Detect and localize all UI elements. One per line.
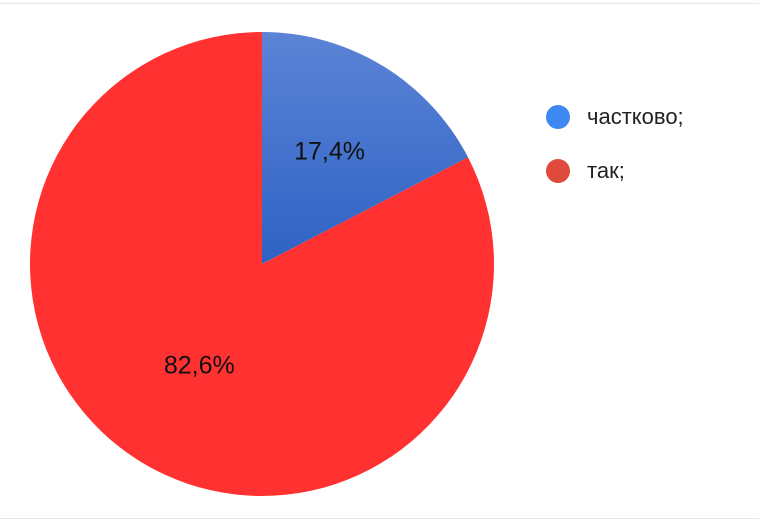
legend-marker-yes (546, 159, 570, 183)
slice-label-yes: 82,6% (164, 352, 235, 380)
pie-slice-partially[interactable] (262, 32, 469, 264)
legend-label-partially: частково; (587, 104, 684, 129)
slice-label-partially: 17,4% (294, 138, 365, 166)
legend-item-partially[interactable]: частково; (546, 102, 684, 132)
legend-marker-partially (546, 105, 570, 129)
legend-label-yes: так; (587, 158, 625, 183)
legend-item-yes[interactable]: так; (546, 156, 684, 186)
pie-slice-yes[interactable] (29, 32, 494, 497)
chart-legend: частково; так; (546, 102, 684, 210)
top-divider (0, 3, 759, 4)
bottom-divider (0, 518, 759, 519)
